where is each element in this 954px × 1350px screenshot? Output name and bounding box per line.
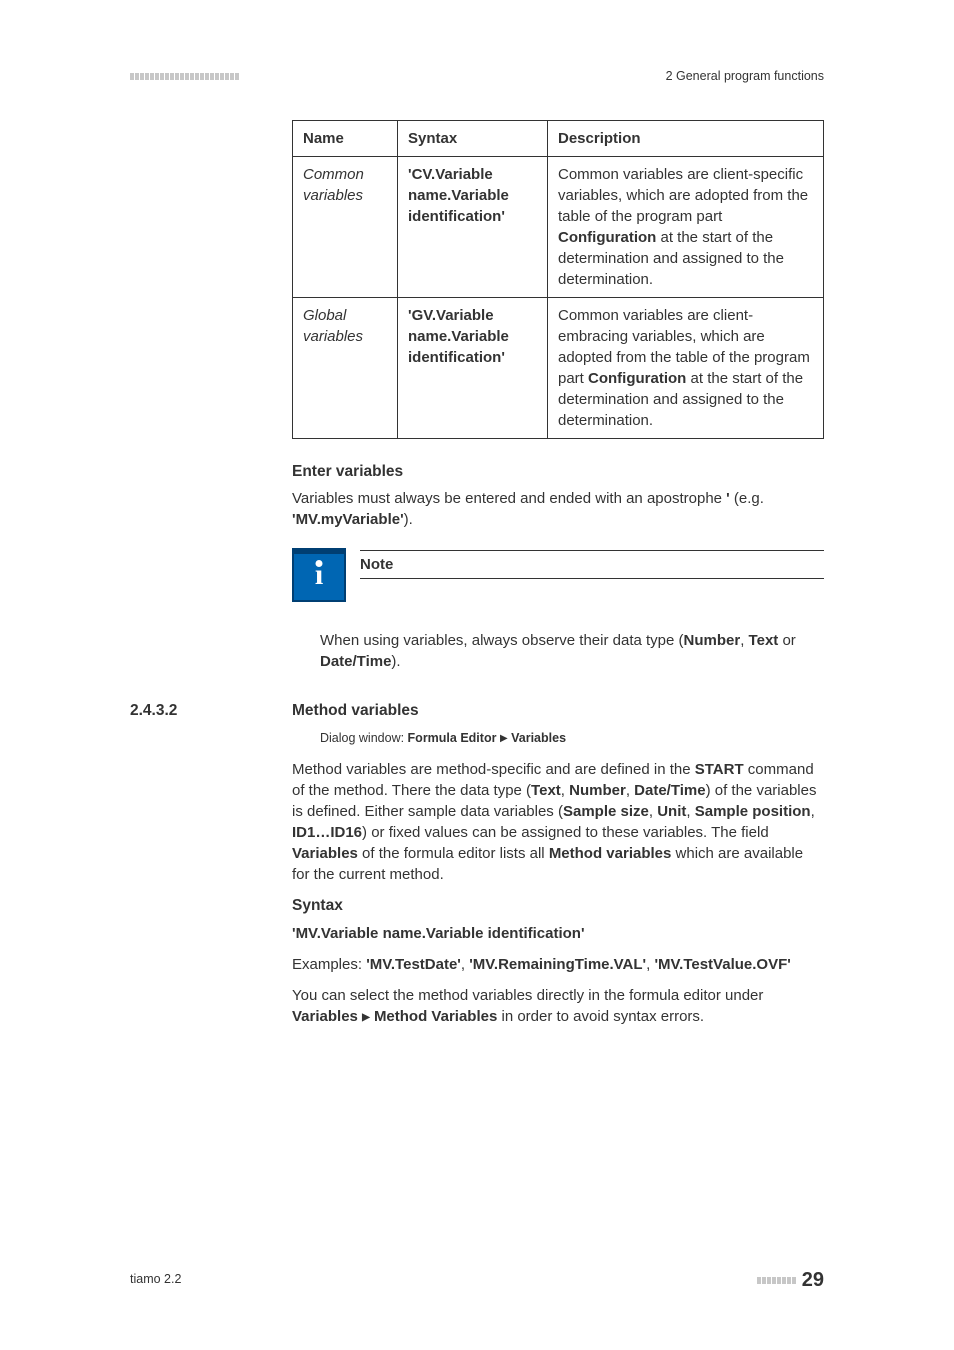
dialog-window-line: Dialog window: Formula Editor ▶ Variable… xyxy=(320,730,824,748)
syntax-examples: Examples: 'MV.TestDate', 'MV.RemainingTi… xyxy=(292,954,824,975)
text-bold: 'MV.TestDate' xyxy=(366,956,461,973)
th-name: Name xyxy=(293,120,398,156)
footer-product: tiamo 2.2 xyxy=(130,1271,181,1289)
text-bold: Number xyxy=(684,632,741,649)
text-bold: Variables xyxy=(292,845,358,862)
text-bold: Method variables xyxy=(549,845,672,862)
table-row: Global variables 'GV.Variable name.Varia… xyxy=(293,297,824,438)
text-bold: 'MV.RemainingTime.VAL' xyxy=(469,956,646,973)
enter-variables-heading: Enter variables xyxy=(292,461,824,483)
th-syntax: Syntax xyxy=(398,120,548,156)
footer-decor xyxy=(757,1277,796,1284)
variables-table: Name Syntax Description Common variables… xyxy=(292,120,824,439)
text-bold: ID1…ID16 xyxy=(292,824,362,841)
page-footer: tiamo 2.2 29 xyxy=(130,1266,824,1294)
text: , xyxy=(461,956,469,973)
text: of the formula editor lists all xyxy=(358,845,549,862)
text: , xyxy=(626,782,634,799)
cell-syntax: 'GV.Variable name.Variable identificatio… xyxy=(398,297,548,438)
subsection-title: Method variables xyxy=(292,700,419,722)
note-block: ı Note When using variables, always obse… xyxy=(292,548,824,672)
cell-desc: Common variables are client-specific var… xyxy=(548,156,824,297)
text-bold: 'MV.TestValue.OVF' xyxy=(654,956,790,973)
note-title: Note xyxy=(360,550,824,579)
text-bold: Text xyxy=(531,782,561,799)
text-bold: Variables xyxy=(511,731,566,745)
text-bold: Method Variables xyxy=(374,1008,497,1025)
text-bold: Unit xyxy=(657,803,686,820)
desc-bold: Configuration xyxy=(588,370,686,387)
text: in order to avoid syntax errors. xyxy=(497,1008,704,1025)
cell-name: Global variables xyxy=(293,297,398,438)
text-bold: Date/Time xyxy=(320,653,391,670)
text-bold: Variables xyxy=(292,1008,358,1025)
text-bold: Sample position xyxy=(695,803,811,820)
triangle-icon: ▶ xyxy=(362,1012,370,1023)
text: Variables must always be entered and end… xyxy=(292,490,726,507)
text: You can select the method variables dire… xyxy=(292,987,763,1004)
th-desc: Description xyxy=(548,120,824,156)
syntax-heading: Syntax xyxy=(292,895,824,917)
text-bold: Text xyxy=(749,632,779,649)
desc-text: Common variables are client-specific var… xyxy=(558,166,808,225)
text-bold: Formula Editor xyxy=(408,731,497,745)
desc-bold: Configuration xyxy=(558,229,656,246)
table-row: Common variables 'CV.Variable name.Varia… xyxy=(293,156,824,297)
enter-variables-paragraph: Variables must always be entered and end… xyxy=(292,488,824,530)
text: Method variables are method-specific and… xyxy=(292,761,695,778)
text: or xyxy=(778,632,796,649)
method-variables-paragraph: Method variables are method-specific and… xyxy=(292,759,824,885)
text: ). xyxy=(391,653,400,670)
text: ) or fixed values can be assigned to the… xyxy=(362,824,769,841)
cell-syntax: 'CV.Variable name.Variable identificatio… xyxy=(398,156,548,297)
text: Examples: xyxy=(292,956,366,973)
select-paragraph: You can select the method variables dire… xyxy=(292,985,824,1027)
text: , xyxy=(811,803,815,820)
text-bold: Sample size xyxy=(563,803,649,820)
triangle-icon: ▶ xyxy=(500,733,508,744)
text: Dialog window: xyxy=(320,731,408,745)
table-header-row: Name Syntax Description xyxy=(293,120,824,156)
subsection-heading: 2.4.3.2 Method variables xyxy=(130,700,824,722)
text: (e.g. xyxy=(730,490,764,507)
header-decor-left xyxy=(130,73,239,80)
info-icon: ı xyxy=(292,548,346,602)
subsection-number: 2.4.3.2 xyxy=(130,700,292,722)
text-bold: 'MV.myVariable' xyxy=(292,511,404,528)
text: , xyxy=(686,803,694,820)
text-bold: Date/Time xyxy=(634,782,705,799)
text-bold: START xyxy=(695,761,744,778)
header-chapter: 2 General program functions xyxy=(666,68,824,86)
text: ). xyxy=(404,511,413,528)
text: When using variables, always observe the… xyxy=(320,632,684,649)
text-bold: Number xyxy=(569,782,626,799)
text: , xyxy=(561,782,569,799)
page-header: 2 General program functions xyxy=(130,68,824,86)
note-body: When using variables, always observe the… xyxy=(320,630,824,672)
cell-name: Common variables xyxy=(293,156,398,297)
text: , xyxy=(740,632,748,649)
cell-desc: Common variables are client-embracing va… xyxy=(548,297,824,438)
text: , xyxy=(649,803,657,820)
syntax-line: 'MV.Variable name.Variable identificatio… xyxy=(292,923,824,944)
page-number: 29 xyxy=(802,1266,824,1294)
